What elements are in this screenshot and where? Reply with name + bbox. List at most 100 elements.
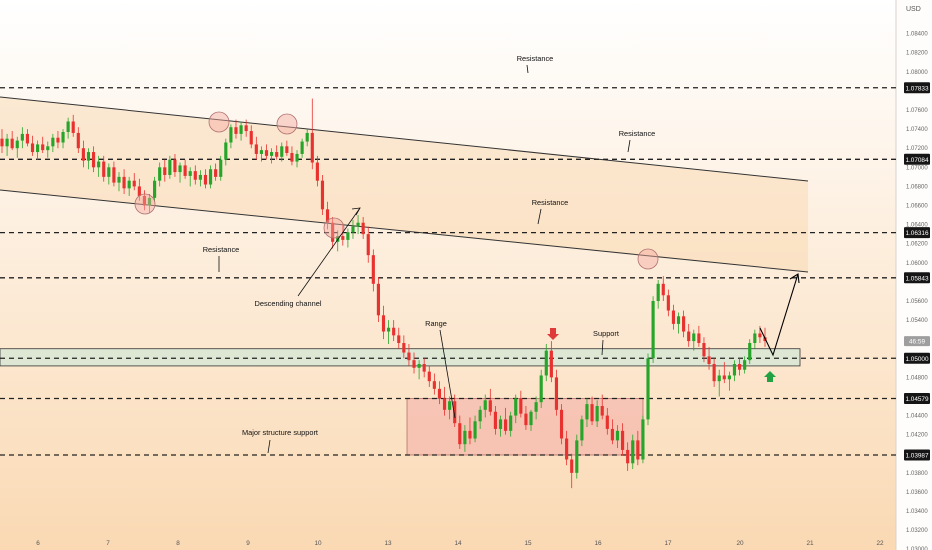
candle-up[interactable]	[509, 415, 513, 431]
candle-up[interactable]	[417, 364, 421, 368]
candle-down[interactable]	[366, 234, 370, 256]
candle-up[interactable]	[208, 169, 213, 185]
candle-down[interactable]	[183, 165, 187, 176]
candle-up[interactable]	[51, 137, 55, 147]
candle-up[interactable]	[229, 127, 233, 143]
candle-down[interactable]	[554, 377, 559, 410]
candle-down[interactable]	[758, 333, 762, 338]
candle-down[interactable]	[712, 364, 716, 382]
candle-up[interactable]	[580, 419, 584, 441]
candle-down[interactable]	[488, 400, 492, 412]
candle-down[interactable]	[437, 388, 442, 399]
candle-down[interactable]	[666, 295, 670, 311]
candle-down[interactable]	[610, 428, 614, 441]
candle-up[interactable]	[585, 404, 589, 420]
candle-up[interactable]	[270, 152, 274, 156]
candle-down[interactable]	[671, 310, 676, 324]
projection-path[interactable]	[759, 273, 799, 357]
candle-down[interactable]	[422, 364, 426, 372]
candle-up[interactable]	[753, 333, 757, 344]
candle-down[interactable]	[407, 352, 411, 361]
candle-down[interactable]	[341, 236, 345, 240]
candle-up[interactable]	[656, 283, 660, 301]
touch-circle[interactable]	[134, 193, 156, 215]
candle-up[interactable]	[346, 232, 350, 240]
candle-up[interactable]	[676, 316, 681, 324]
touch-circle[interactable]	[276, 113, 298, 135]
candle-up[interactable]	[727, 375, 731, 380]
candle-up[interactable]	[615, 430, 620, 441]
candle-down[interactable]	[402, 343, 406, 353]
candle-down[interactable]	[392, 327, 396, 336]
candle-down[interactable]	[325, 209, 330, 223]
candle-down[interactable]	[81, 148, 85, 161]
candle-up[interactable]	[692, 333, 696, 342]
candle-up[interactable]	[168, 159, 172, 175]
candle-up[interactable]	[107, 167, 111, 177]
candle-up[interactable]	[641, 419, 645, 460]
candle-up[interactable]	[478, 409, 482, 422]
candle-down[interactable]	[173, 159, 177, 173]
candle-up[interactable]	[97, 161, 101, 168]
candle-down[interactable]	[361, 222, 365, 235]
candle-down[interactable]	[331, 222, 335, 242]
candle-up[interactable]	[5, 138, 9, 147]
candle-down[interactable]	[468, 430, 472, 439]
candle-down[interactable]	[707, 356, 711, 365]
candle-down[interactable]	[315, 162, 319, 181]
candle-down[interactable]	[605, 415, 609, 429]
candle-up[interactable]	[351, 226, 355, 233]
candle-down[interactable]	[71, 121, 75, 133]
touch-circle[interactable]	[323, 217, 345, 239]
candle-up[interactable]	[36, 144, 40, 153]
candle-up[interactable]	[239, 125, 243, 134]
candle-down[interactable]	[25, 133, 30, 144]
candle-up[interactable]	[544, 350, 548, 376]
candle-down[interactable]	[91, 152, 96, 168]
candle-down[interactable]	[41, 144, 45, 151]
candle-up[interactable]	[631, 440, 635, 464]
candle-up[interactable]	[86, 152, 91, 161]
candle-up[interactable]	[514, 398, 518, 416]
candle-down[interactable]	[320, 180, 325, 210]
candle-up[interactable]	[117, 176, 121, 183]
candle-up[interactable]	[178, 165, 182, 173]
candle-up[interactable]	[127, 180, 131, 189]
candle-down[interactable]	[397, 335, 401, 344]
candle-down[interactable]	[137, 186, 141, 196]
candle-down[interactable]	[214, 169, 218, 177]
channel-upper-line[interactable]	[0, 96, 809, 182]
candle-up[interactable]	[498, 419, 503, 429]
candle-up[interactable]	[717, 375, 721, 382]
candle-up[interactable]	[387, 327, 391, 332]
candle-down[interactable]	[132, 180, 136, 187]
candle-down[interactable]	[275, 152, 279, 157]
candle-up[interactable]	[473, 421, 477, 439]
candle-up[interactable]	[158, 167, 162, 181]
candle-up[interactable]	[15, 140, 19, 149]
candle-down[interactable]	[203, 174, 208, 185]
support-zone[interactable]	[0, 348, 801, 367]
candle-up[interactable]	[646, 358, 650, 420]
touch-circle[interactable]	[637, 248, 659, 270]
candle-down[interactable]	[565, 438, 569, 460]
candle-down[interactable]	[254, 144, 258, 154]
candle-up[interactable]	[748, 343, 752, 361]
candle-up[interactable]	[463, 430, 467, 445]
candle-down[interactable]	[737, 364, 742, 370]
candle-down[interactable]	[549, 350, 553, 378]
candle-down[interactable]	[10, 138, 14, 149]
candle-up[interactable]	[66, 121, 70, 132]
candle-down[interactable]	[427, 371, 431, 382]
touch-circle[interactable]	[208, 111, 230, 133]
candle-down[interactable]	[661, 283, 665, 296]
candle-up[interactable]	[198, 174, 202, 180]
candle-down[interactable]	[142, 195, 147, 206]
candle-down[interactable]	[290, 152, 294, 162]
candle-down[interactable]	[590, 404, 594, 422]
candle-down[interactable]	[102, 161, 106, 177]
candle-down[interactable]	[285, 146, 289, 153]
candle-down[interactable]	[264, 150, 269, 156]
candle-down[interactable]	[504, 419, 508, 431]
candle-up[interactable]	[219, 159, 223, 177]
